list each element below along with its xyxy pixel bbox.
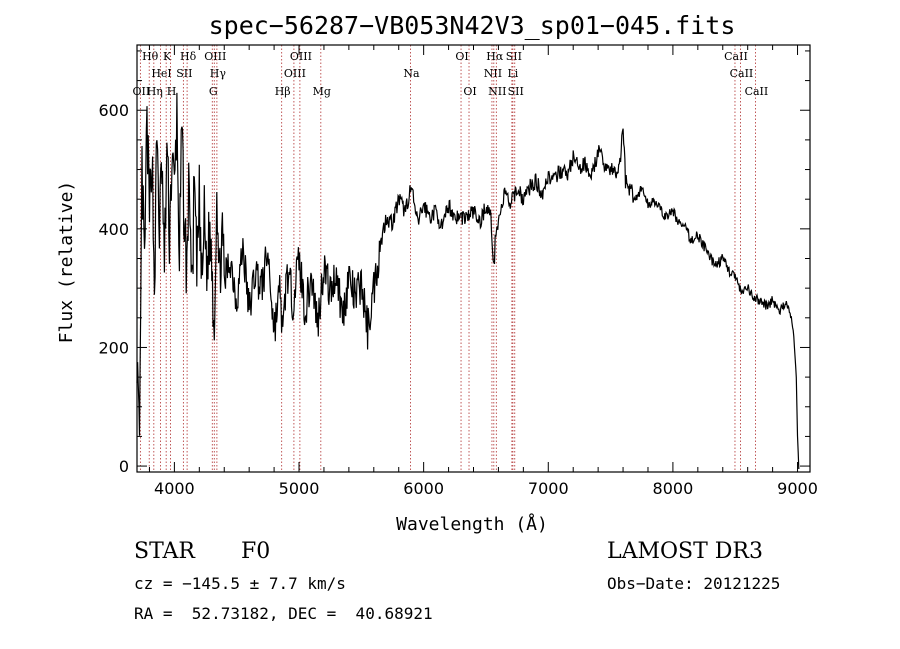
emission-line-label: Hα	[486, 50, 504, 63]
y-tick-label: 0	[119, 457, 129, 476]
emission-line-label: OI	[463, 85, 476, 98]
y-tick-label: 600	[98, 101, 129, 120]
emission-line-label: CaII	[730, 67, 754, 80]
emission-line-label: NII	[484, 67, 502, 80]
emission-line-label: Hη	[147, 85, 163, 98]
x-tick-label: 7000	[528, 479, 569, 498]
emission-line-label: SII	[176, 67, 192, 80]
emission-line-label: OI	[455, 50, 468, 63]
emission-line-label: Hθ	[142, 50, 159, 63]
coordinates: RA = 52.73182, DEC = 40.68921	[134, 604, 433, 623]
emission-line-label: CaII	[724, 50, 748, 63]
chart-title: spec−56287−VB053N42V3_sp01−045.fits	[209, 11, 736, 40]
emission-line-label: H	[167, 85, 177, 98]
emission-line-label: K	[163, 50, 172, 63]
object-class: STAR	[134, 539, 195, 564]
emission-line-label: Na	[403, 67, 420, 80]
survey-name: LAMOST DR3	[607, 539, 763, 564]
emission-line-label: CaII	[745, 85, 769, 98]
emission-line-label: SII	[508, 85, 524, 98]
y-tick-label: 200	[98, 338, 129, 357]
emission-line-label: Li	[507, 67, 518, 80]
x-tick-label: 6000	[403, 479, 444, 498]
emission-line-label: G	[209, 85, 218, 98]
emission-line-label: Hβ	[275, 85, 291, 98]
obs-date: Obs−Date: 20121225	[607, 574, 781, 593]
y-axis-label: Flux (relative)	[56, 181, 77, 344]
emission-line-label: SII	[506, 50, 522, 63]
emission-lines: OIIHθHηHeIKHSIIHδGOIIIHγHβOIIIOIIIMgNaOI…	[133, 45, 769, 472]
x-tick-label: 5000	[279, 479, 320, 498]
emission-line-label: HeI	[151, 67, 171, 80]
emission-line-label: NII	[488, 85, 506, 98]
emission-line-label: Hδ	[180, 50, 197, 63]
spectral-subclass: F0	[241, 539, 271, 564]
emission-line-label: OIII	[290, 50, 312, 63]
x-tick-label: 9000	[777, 479, 818, 498]
x-tick-label: 4000	[154, 479, 195, 498]
axis-ticks: 4000 5000 6000 7000 8000 9000 0 200 400 600	[98, 45, 818, 498]
spectrum-series-line	[136, 92, 800, 470]
x-axis-label: Wavelength (Å)	[396, 513, 548, 535]
emission-line-label: OIII	[204, 50, 226, 63]
emission-line-label: Hγ	[210, 67, 227, 80]
redshift-readout: cz = −145.5 ± 7.7 km/s	[134, 574, 346, 593]
y-tick-label: 400	[98, 220, 129, 239]
x-tick-label: 8000	[653, 479, 694, 498]
emission-line-label: Mg	[313, 85, 331, 98]
emission-line-label: OIII	[284, 67, 306, 80]
